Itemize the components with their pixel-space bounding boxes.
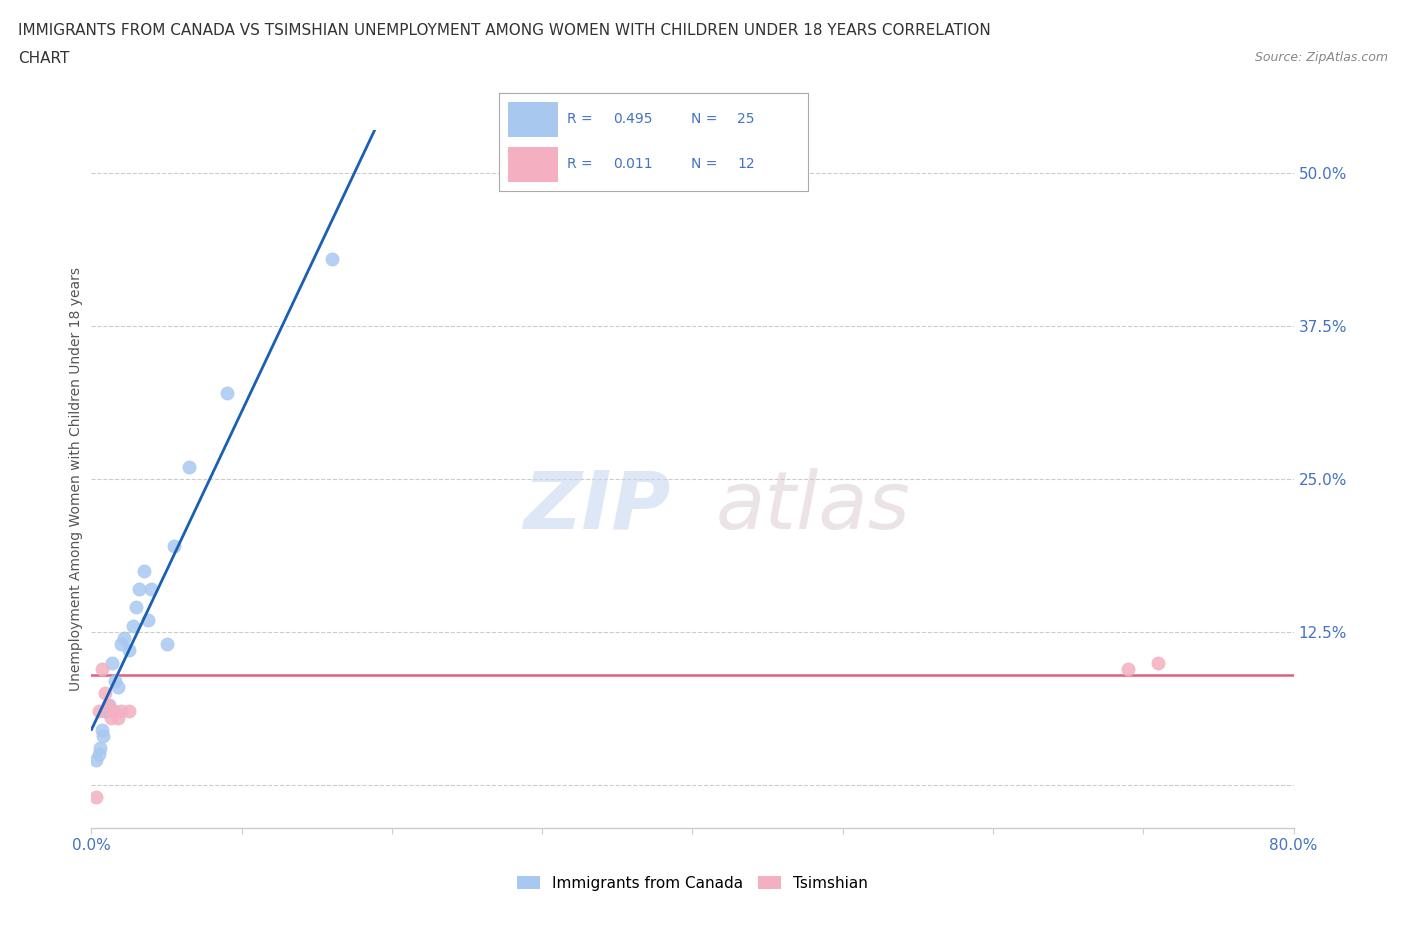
Point xyxy=(84,753,107,768)
Y-axis label: Unemployment Among Women with Children Under 18 years: Unemployment Among Women with Children U… xyxy=(69,267,83,691)
Point xyxy=(122,618,145,633)
Point xyxy=(98,698,121,712)
FancyBboxPatch shape xyxy=(509,147,558,182)
Point xyxy=(94,704,117,719)
Point xyxy=(94,685,117,700)
Point xyxy=(87,704,110,719)
Point xyxy=(132,564,155,578)
Point xyxy=(84,790,107,804)
Point xyxy=(110,704,132,719)
Text: N =: N = xyxy=(690,157,721,171)
Text: IMMIGRANTS FROM CANADA VS TSIMSHIAN UNEMPLOYMENT AMONG WOMEN WITH CHILDREN UNDER: IMMIGRANTS FROM CANADA VS TSIMSHIAN UNEM… xyxy=(18,23,991,38)
Point xyxy=(321,251,343,266)
Point xyxy=(114,631,136,645)
Point xyxy=(125,600,148,615)
Point xyxy=(128,581,150,596)
Point xyxy=(118,704,141,719)
Point xyxy=(101,655,124,670)
Text: Source: ZipAtlas.com: Source: ZipAtlas.com xyxy=(1254,51,1388,64)
Point xyxy=(110,637,132,652)
Point xyxy=(118,643,141,658)
Point xyxy=(90,723,112,737)
Point xyxy=(96,704,118,719)
Point xyxy=(90,661,112,676)
Legend: Immigrants from Canada, Tsimshian: Immigrants from Canada, Tsimshian xyxy=(510,870,875,897)
Text: 25: 25 xyxy=(737,113,755,126)
Point xyxy=(163,538,186,553)
Text: 12: 12 xyxy=(737,157,755,171)
Point xyxy=(215,386,238,401)
Text: CHART: CHART xyxy=(18,51,70,66)
Text: R =: R = xyxy=(567,157,598,171)
Point xyxy=(103,704,125,719)
Text: 0.495: 0.495 xyxy=(613,113,652,126)
Point xyxy=(141,581,163,596)
Point xyxy=(104,673,127,688)
Point xyxy=(87,747,110,762)
Point xyxy=(1116,661,1139,676)
Text: N =: N = xyxy=(690,113,721,126)
Point xyxy=(89,740,111,755)
Point xyxy=(107,680,129,695)
Text: ZIP: ZIP xyxy=(523,468,671,546)
Point xyxy=(107,711,129,725)
Point xyxy=(155,637,177,652)
FancyBboxPatch shape xyxy=(509,101,558,137)
Text: atlas: atlas xyxy=(716,468,910,546)
Point xyxy=(100,711,122,725)
Text: 0.011: 0.011 xyxy=(613,157,654,171)
Text: R =: R = xyxy=(567,113,598,126)
Point xyxy=(177,459,200,474)
Point xyxy=(97,698,120,712)
Point xyxy=(1147,655,1170,670)
Point xyxy=(93,728,115,743)
Point xyxy=(138,612,160,627)
